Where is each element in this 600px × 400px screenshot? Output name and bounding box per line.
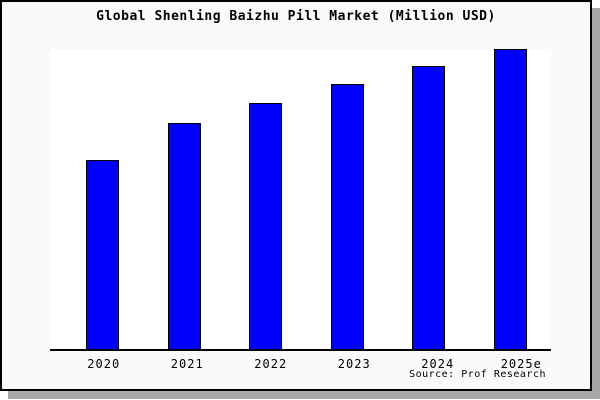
bar-slot-2025e	[470, 49, 552, 349]
source-credit: Source: Prof Research	[409, 369, 546, 380]
x-axis-tick-labels: 2020 2021 2022 2023 2024 2025e	[50, 357, 563, 371]
bar-slot-2024	[388, 66, 470, 349]
bar-2024	[412, 66, 446, 349]
x-tick-2025e: 2025e	[500, 357, 542, 371]
x-tick-2021: 2021	[170, 357, 204, 371]
bar-2025e	[493, 49, 527, 349]
bar-slot-2023	[307, 84, 389, 349]
bars-container	[50, 49, 552, 349]
x-tick-2023: 2023	[337, 357, 371, 371]
chart-figure: Global Shenling Baizhu Pill Market (Mill…	[0, 0, 592, 391]
bar-2021	[167, 123, 201, 349]
chart-title: Global Shenling Baizhu Pill Market (Mill…	[96, 9, 496, 24]
bar-slot-2020	[62, 160, 144, 349]
bar-2020	[86, 160, 120, 349]
bar-2022	[249, 103, 283, 349]
bar-2023	[330, 84, 364, 349]
bar-slot-2022	[225, 103, 307, 349]
x-tick-2022: 2022	[254, 357, 288, 371]
bar-slot-2021	[144, 123, 226, 349]
x-tick-2020: 2020	[87, 357, 121, 371]
plot-area	[50, 49, 552, 351]
x-tick-2024: 2024	[421, 357, 455, 371]
